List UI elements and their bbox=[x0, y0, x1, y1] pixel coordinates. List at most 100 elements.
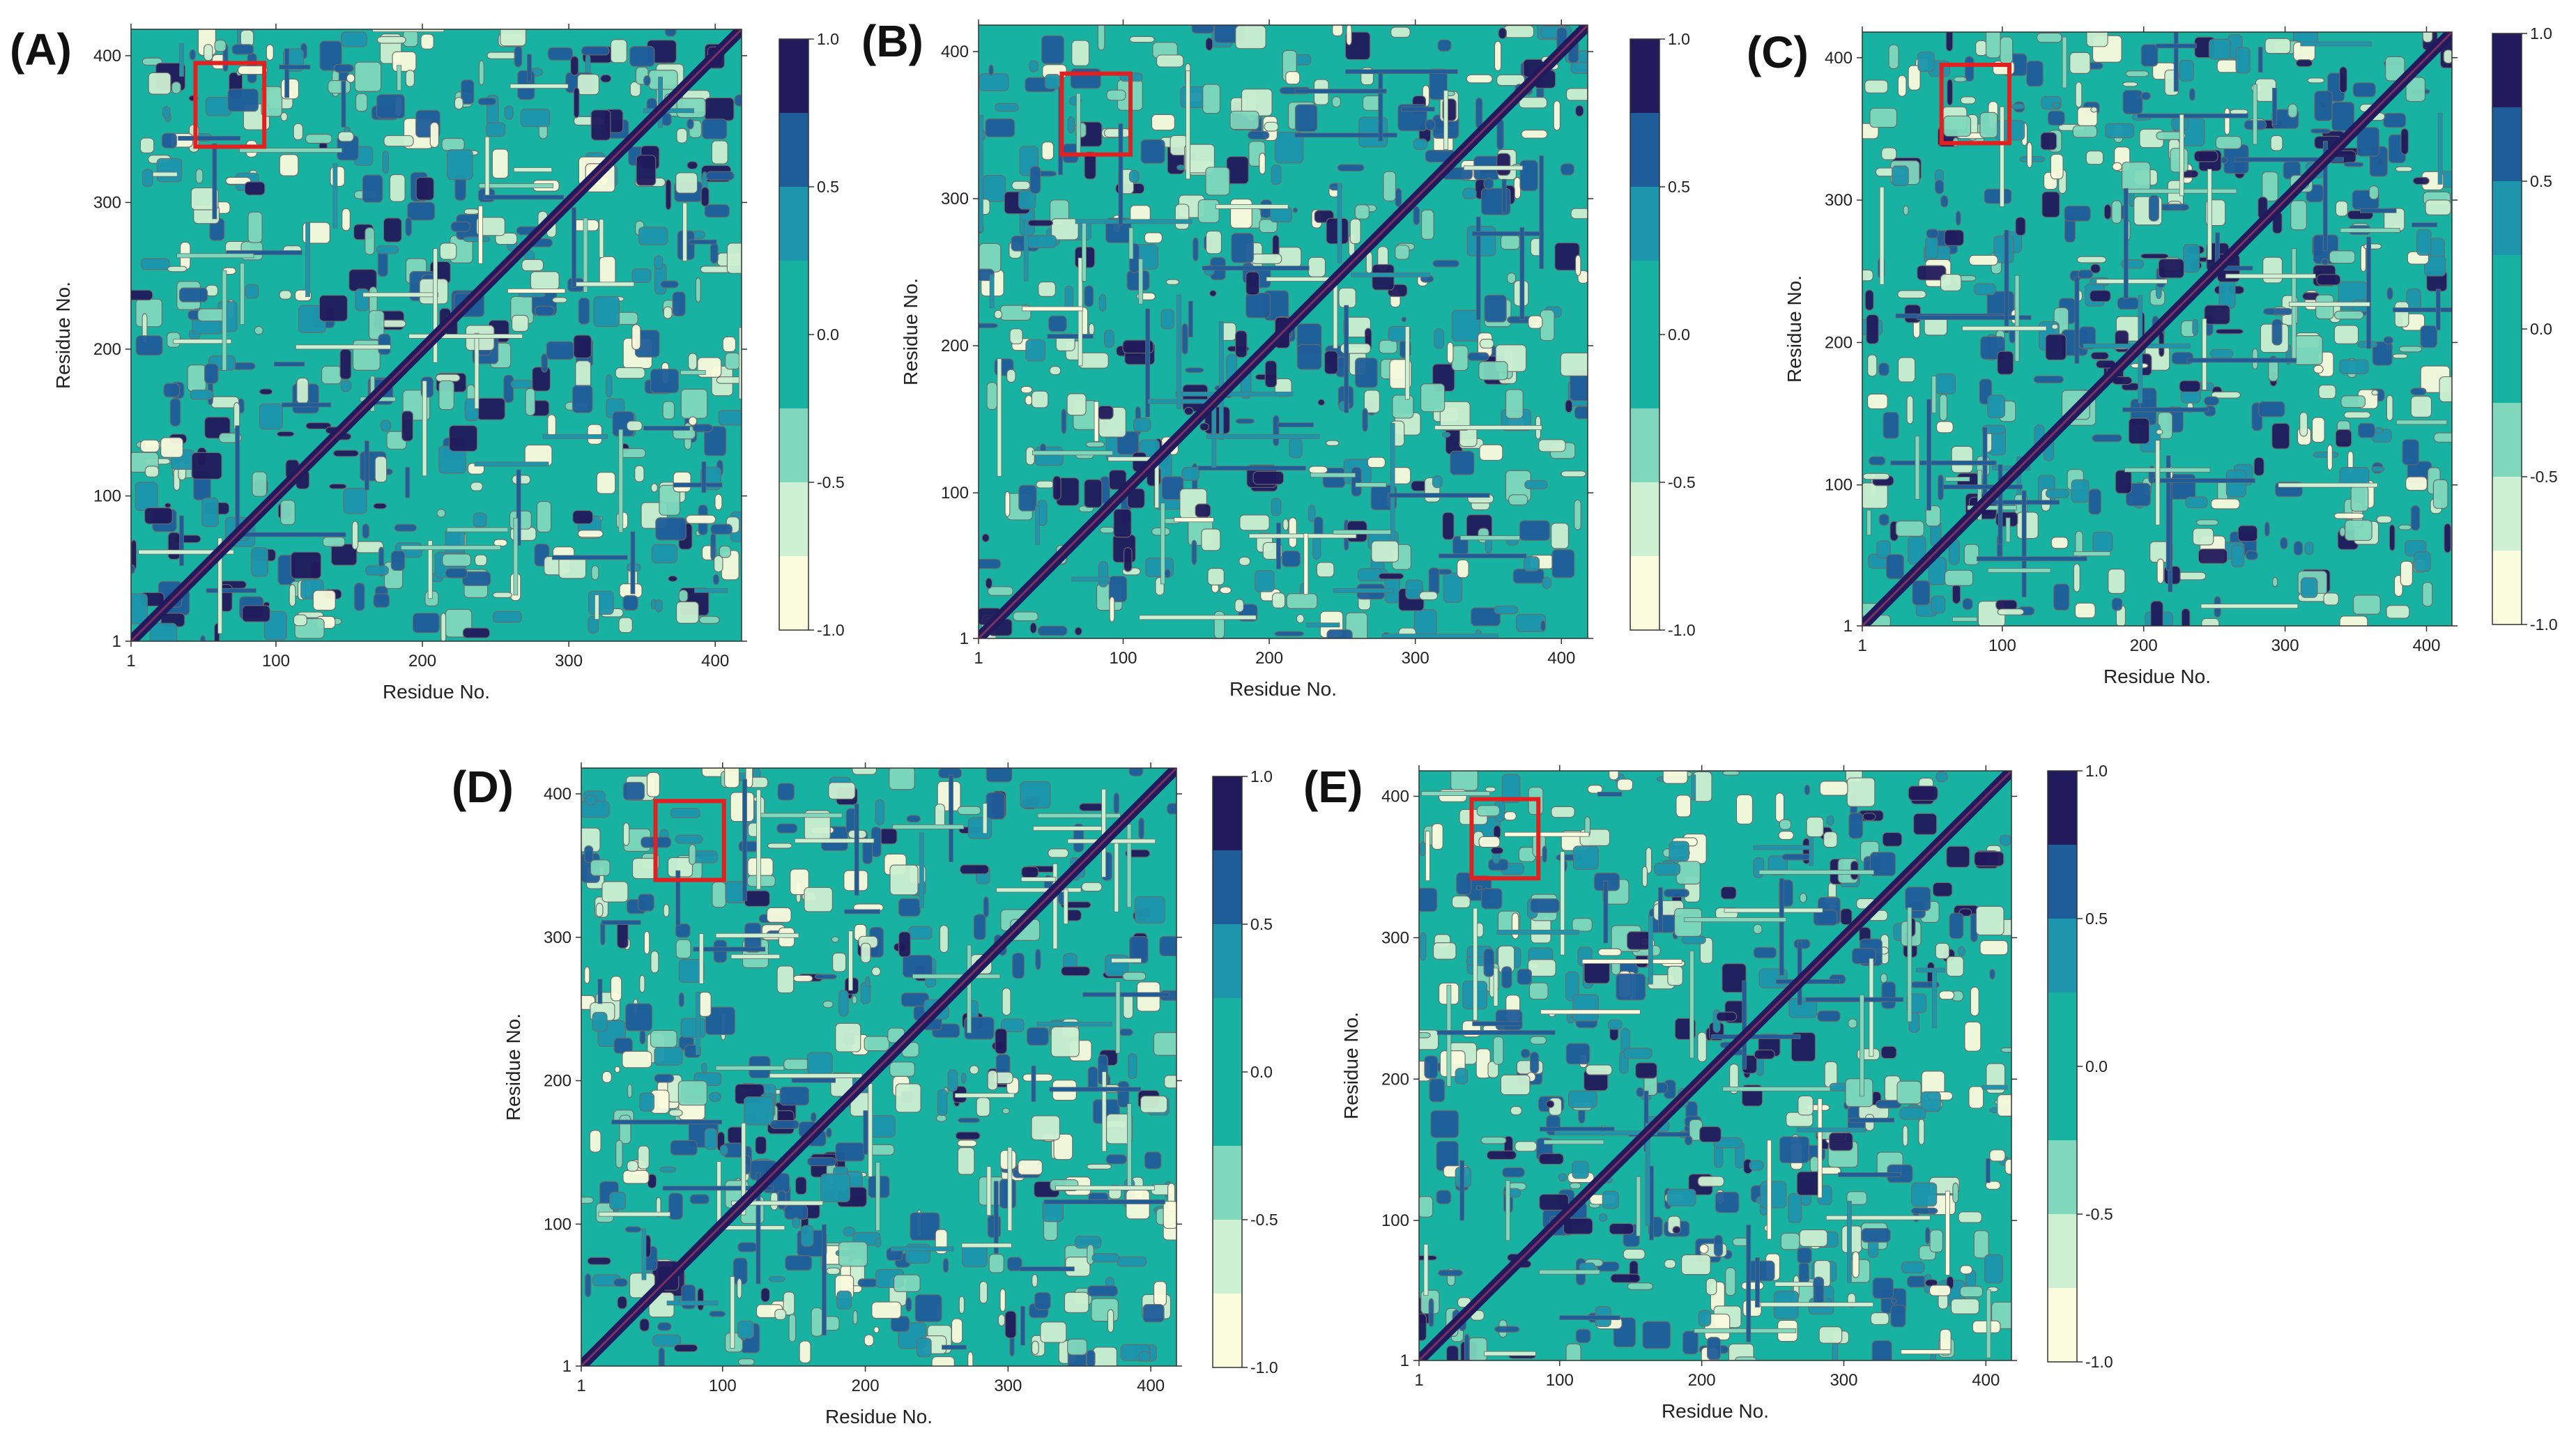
correlation-stripe bbox=[2289, 302, 2370, 307]
correlation-cell bbox=[1872, 1277, 1894, 1299]
correlation-cell bbox=[790, 868, 809, 896]
correlation-cell bbox=[2215, 136, 2242, 150]
colorbar-tick-label: 0.0 bbox=[2530, 320, 2552, 338]
correlation-cell bbox=[1000, 1018, 1025, 1032]
correlation-stripe bbox=[954, 1093, 1015, 1098]
correlation-cell bbox=[1429, 68, 1448, 100]
correlation-cell bbox=[1022, 1073, 1053, 1082]
highlight-box bbox=[653, 799, 726, 882]
correlation-cell bbox=[454, 96, 463, 110]
correlation-cell bbox=[2148, 194, 2159, 222]
correlation-cell bbox=[1676, 795, 1692, 818]
correlation-cell bbox=[1036, 480, 1055, 489]
correlation-cell bbox=[2108, 568, 2126, 595]
correlation-stripe bbox=[996, 887, 1082, 893]
correlation-cell bbox=[1917, 265, 1947, 281]
correlation-cell bbox=[144, 507, 173, 525]
correlation-cell bbox=[654, 1046, 683, 1066]
correlation-stripe bbox=[1101, 1071, 1107, 1152]
correlation-cell bbox=[1565, 1043, 1590, 1065]
correlation-cell bbox=[2420, 325, 2438, 348]
y-tick-label: 200 bbox=[93, 340, 121, 359]
colorbar: 1.00.50.0-0.5-1.0 bbox=[2047, 762, 2113, 1371]
correlation-stripe bbox=[1597, 792, 1623, 797]
correlation-cell bbox=[1289, 438, 1303, 459]
y-axis-label: Residue No. bbox=[900, 278, 921, 385]
correlation-cell bbox=[673, 471, 691, 493]
correlation-cell bbox=[584, 845, 594, 864]
correlation-cell bbox=[592, 1011, 608, 1032]
correlation-cell bbox=[2264, 38, 2291, 54]
correlation-cell bbox=[2051, 323, 2059, 330]
correlation-cell bbox=[492, 611, 522, 623]
correlation-stripe bbox=[875, 1162, 880, 1232]
correlation-cell bbox=[1009, 328, 1023, 344]
correlation-cell bbox=[1034, 446, 1064, 466]
correlation-cell bbox=[1511, 912, 1519, 940]
correlation-cell bbox=[1882, 831, 1903, 847]
colorbar-segment bbox=[1213, 1146, 1242, 1220]
correlation-stripe bbox=[1742, 980, 1747, 1070]
correlation-cell bbox=[1952, 1182, 1959, 1204]
correlation-cell bbox=[1973, 1230, 1989, 1259]
correlation-stripe bbox=[1174, 517, 1214, 523]
correlation-cell bbox=[171, 81, 181, 94]
y-tick-label: 200 bbox=[941, 337, 969, 355]
correlation-cell bbox=[1034, 1291, 1051, 1310]
correlation-cell bbox=[442, 553, 472, 567]
correlation-cell bbox=[477, 98, 497, 106]
correlation-cell bbox=[675, 172, 698, 194]
correlation-cell bbox=[245, 284, 259, 299]
correlation-cell bbox=[1338, 287, 1356, 308]
correlation-cell bbox=[2036, 32, 2062, 43]
correlation-cell bbox=[976, 1097, 990, 1117]
colorbar-segment bbox=[2492, 477, 2522, 551]
correlation-cell bbox=[2078, 326, 2096, 350]
correlation-cell bbox=[958, 1296, 965, 1314]
correlation-cell bbox=[1753, 857, 1765, 878]
correlation-cell bbox=[1609, 1222, 1634, 1235]
colorbar-segment bbox=[779, 556, 808, 630]
correlation-cell bbox=[1420, 383, 1446, 413]
correlation-cell bbox=[2011, 103, 2025, 109]
correlation-stripe bbox=[474, 332, 480, 409]
correlation-cell bbox=[1113, 508, 1132, 538]
correlation-stripe bbox=[1879, 186, 1885, 285]
correlation-stripe bbox=[2152, 478, 2255, 483]
correlation-cell bbox=[1031, 1115, 1061, 1141]
correlation-cell bbox=[1912, 813, 1938, 835]
correlation-cell bbox=[1528, 315, 1543, 329]
correlation-stripe bbox=[599, 219, 604, 258]
correlation-cell bbox=[979, 1280, 988, 1304]
y-tick-label: 300 bbox=[93, 193, 121, 212]
colorbar-segment bbox=[779, 187, 808, 261]
correlation-stripe bbox=[2005, 517, 2011, 543]
correlation-cell bbox=[1997, 351, 2014, 375]
colorbar-tick-label: -1.0 bbox=[1250, 1358, 1278, 1377]
correlation-cell bbox=[353, 582, 365, 611]
correlation-cell bbox=[2339, 359, 2369, 374]
correlation-stripe bbox=[427, 540, 433, 599]
correlation-cell bbox=[2086, 32, 2108, 47]
correlation-cell bbox=[1897, 75, 1907, 97]
correlation-cell bbox=[1989, 969, 1995, 980]
correlation-cell bbox=[541, 353, 549, 373]
correlation-cell bbox=[1032, 1273, 1038, 1288]
correlation-cell bbox=[705, 171, 735, 181]
correlation-cell bbox=[463, 208, 480, 215]
correlation-cell bbox=[1714, 1144, 1724, 1168]
correlation-cell bbox=[462, 571, 491, 586]
correlation-cell bbox=[144, 466, 160, 477]
correlation-cell bbox=[2339, 526, 2346, 537]
correlation-cell bbox=[1959, 1265, 1973, 1275]
correlation-stripe bbox=[891, 1246, 954, 1252]
correlation-stripe bbox=[1294, 132, 1397, 138]
correlation-cell bbox=[2075, 82, 2083, 108]
correlation-cell bbox=[576, 73, 600, 95]
correlation-cell bbox=[2192, 319, 2198, 336]
correlation-cell bbox=[1791, 1032, 1816, 1062]
correlation-cell bbox=[1031, 1340, 1039, 1356]
y-axis-label: Residue No. bbox=[503, 1013, 524, 1121]
correlation-cell bbox=[1160, 309, 1174, 330]
colorbar-segment bbox=[2048, 1140, 2077, 1214]
